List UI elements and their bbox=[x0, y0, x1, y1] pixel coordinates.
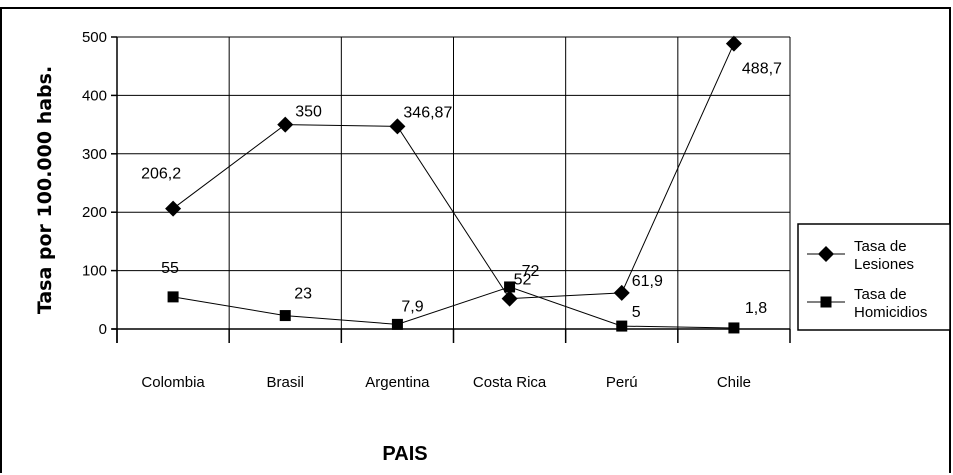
y-tick-label: 300 bbox=[82, 146, 107, 163]
series-layer bbox=[165, 35, 742, 334]
data-label-homicidios: 55 bbox=[161, 260, 179, 277]
y-axis-label: Tasa por 100.000 habs. bbox=[34, 66, 56, 314]
x-axis-label: PAIS bbox=[382, 443, 427, 465]
data-point-lesiones bbox=[613, 284, 630, 301]
x-tick-label: Costa Rica bbox=[473, 374, 547, 391]
data-point-lesiones bbox=[725, 35, 742, 52]
y-tick-label: 200 bbox=[82, 204, 107, 221]
legend-label: Lesiones bbox=[854, 256, 914, 273]
data-label-homicidios: 72 bbox=[522, 263, 540, 280]
data-point-homicidios bbox=[279, 310, 291, 322]
x-tick-label: Colombia bbox=[141, 374, 205, 391]
data-point-homicidios bbox=[391, 318, 403, 330]
data-label-lesiones: 206,2 bbox=[141, 166, 181, 183]
y-tick-label: 400 bbox=[82, 87, 107, 104]
data-point-lesiones bbox=[501, 290, 518, 307]
x-tick-label: Brasil bbox=[266, 374, 304, 391]
data-label-lesiones: 488,7 bbox=[742, 61, 782, 78]
data-point-lesiones bbox=[389, 118, 406, 135]
series-line-homicidios bbox=[173, 286, 734, 329]
x-tick-label: Perú bbox=[606, 374, 638, 391]
data-label-homicidios: 5 bbox=[632, 304, 641, 321]
data-label-homicidios: 23 bbox=[294, 286, 312, 303]
data-labels: 206,2 350 346,87 52 61,9 488,7 55 23 7,9 72 5 1,8 bbox=[141, 61, 782, 321]
data-label-lesiones: 61,9 bbox=[632, 273, 663, 290]
legend-label: Tasa de bbox=[854, 238, 907, 255]
x-tick-label: Chile bbox=[717, 374, 751, 391]
x-tick-label: Argentina bbox=[365, 374, 430, 391]
data-point-lesiones bbox=[277, 116, 294, 133]
y-tick-label: 500 bbox=[82, 29, 107, 46]
legend-label: Tasa de bbox=[854, 286, 907, 303]
legend-label: Homicidios bbox=[854, 304, 927, 321]
data-label-lesiones: 52 bbox=[514, 272, 532, 289]
y-axis-ticks: 0 100 200 300 400 500 bbox=[82, 29, 117, 338]
data-label-lesiones: 350 bbox=[295, 104, 322, 121]
data-label-homicidios: 7,9 bbox=[401, 298, 423, 315]
x-axis-ticks: Colombia Brasil Argentina Costa Rica Perú Chi… bbox=[116, 329, 791, 391]
data-point-homicidios bbox=[728, 322, 740, 334]
legend-box bbox=[797, 223, 951, 331]
data-point-homicidios bbox=[167, 291, 179, 303]
y-tick-label: 100 bbox=[82, 263, 107, 280]
data-label-homicidios: 1,8 bbox=[745, 300, 767, 317]
data-point-lesiones bbox=[165, 200, 182, 217]
data-label-lesiones: 346,87 bbox=[403, 104, 452, 121]
legend-marker-diamond bbox=[818, 246, 834, 262]
data-point-homicidios bbox=[616, 320, 628, 332]
series-line-lesiones bbox=[172, 43, 735, 300]
data-point-homicidios bbox=[504, 281, 516, 293]
legend-marker-square bbox=[820, 296, 832, 308]
gridlines bbox=[112, 36, 791, 343]
y-tick-label: 0 bbox=[99, 321, 107, 338]
